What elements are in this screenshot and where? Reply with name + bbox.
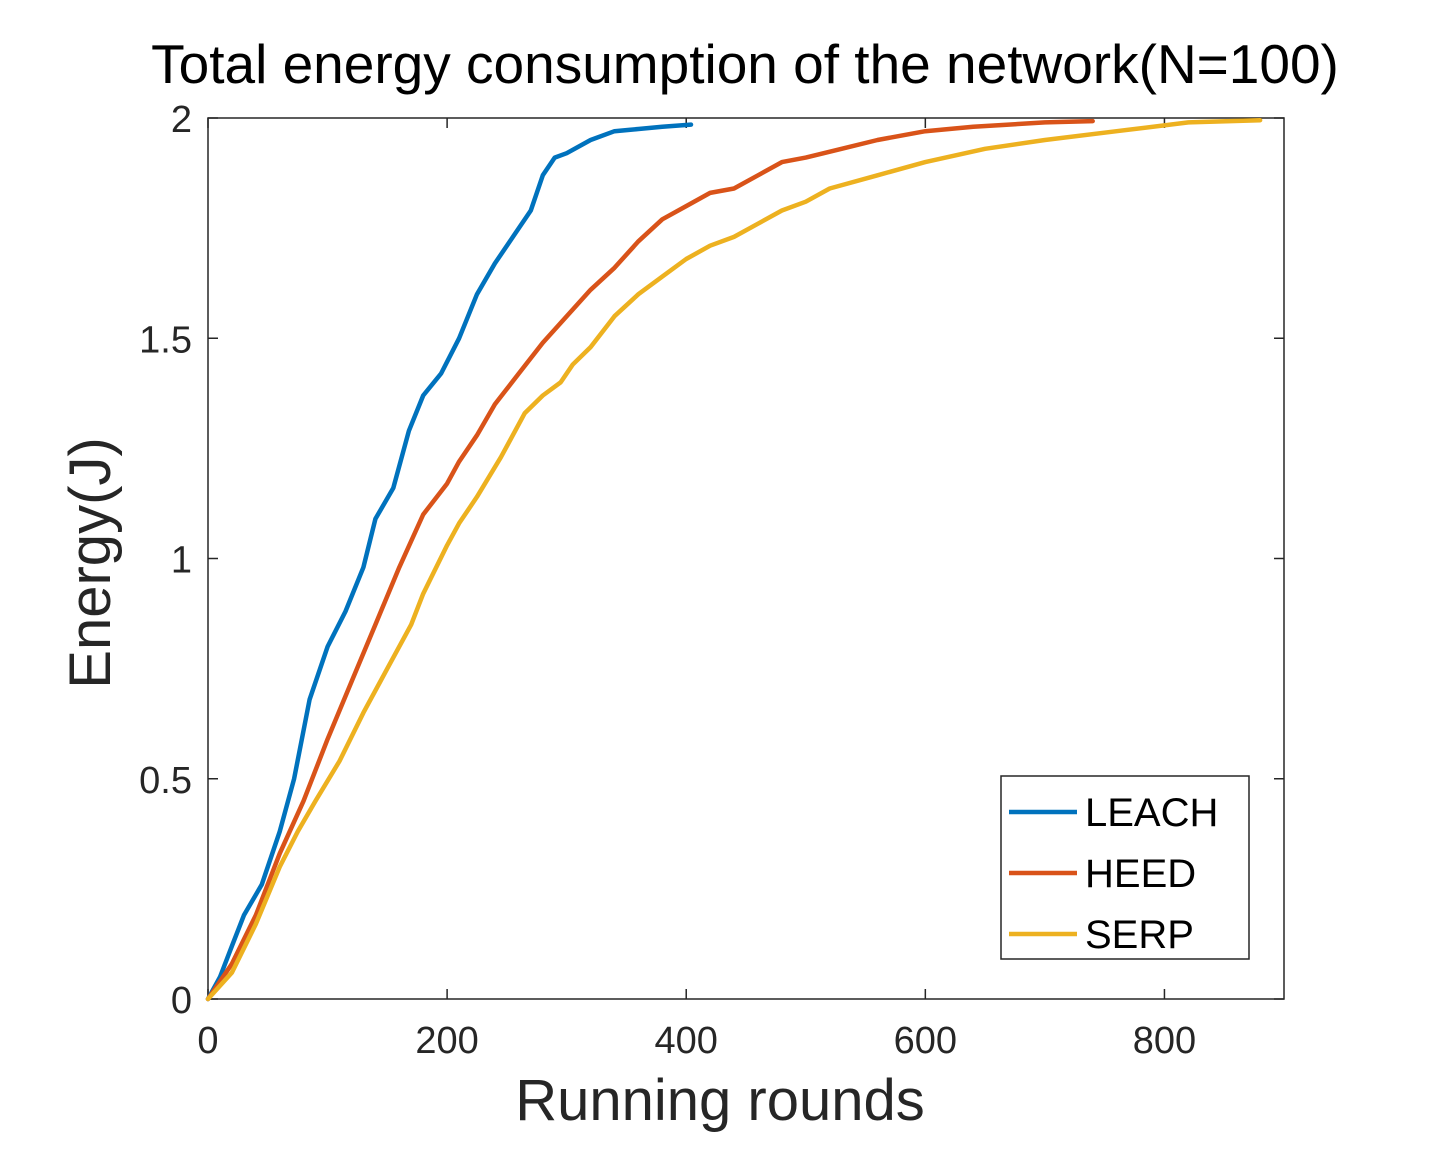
- x-tick-label: 600: [894, 1020, 957, 1062]
- y-tick-label: 1: [171, 540, 192, 582]
- x-tick-label: 0: [197, 1020, 218, 1062]
- legend-box: [1000, 775, 1250, 960]
- series-layer: [205, 117, 1263, 1002]
- axis-ticks: 0 200 400 600 800 0 0.5 1 1.5 2: [139, 99, 1284, 1062]
- legend-label-serp: SERP: [1085, 913, 1194, 957]
- y-tick-label: 2: [171, 99, 192, 141]
- y-tick-label: 0: [171, 980, 192, 1022]
- x-tick-label: 800: [1133, 1020, 1196, 1062]
- x-axis-label: Running rounds: [515, 1068, 925, 1133]
- y-axis-label: Energy(J): [58, 437, 123, 688]
- chart-title: Total energy consumption of the network(…: [151, 33, 1339, 95]
- series-line-serp: [205, 117, 1263, 1002]
- series-line-leach: [205, 122, 694, 1002]
- legend-label-leach: LEACH: [1085, 791, 1218, 835]
- legend-label-heed: HEED: [1085, 852, 1196, 896]
- y-tick-label: 0.5: [139, 760, 192, 802]
- series-line-heed: [205, 118, 1095, 1002]
- x-tick-label: 200: [415, 1020, 478, 1062]
- y-tick-label: 1.5: [139, 319, 192, 361]
- x-tick-label: 400: [655, 1020, 718, 1062]
- legend: LEACH HEED SERP: [1000, 775, 1250, 960]
